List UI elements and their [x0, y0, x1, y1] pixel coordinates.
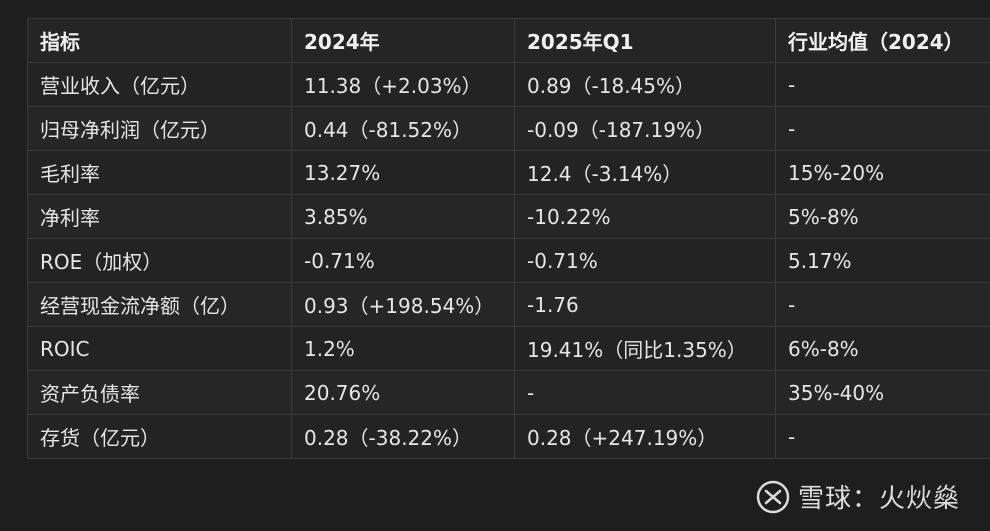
- table-cell: 11.38（+2.03%）: [291, 62, 515, 107]
- table-cell: 13.27%: [291, 150, 515, 195]
- financial-metrics-table: 指标 2024年 2025年Q1 行业均值（2024） 营业收入（亿元） 11.…: [27, 18, 990, 459]
- table-cell: 19.41%（同比1.35%）: [514, 326, 776, 371]
- table-row: 毛利率 13.27% 12.4（-3.14%） 15%-20%: [27, 150, 990, 195]
- watermark-text: 雪球：火炏燊: [797, 484, 960, 514]
- table-cell: 1.2%: [291, 326, 515, 371]
- table-row: 存货（亿元） 0.28（-38.22%） 0.28（+247.19%） -: [27, 414, 990, 459]
- table-cell: -: [775, 62, 990, 107]
- table-cell: -1.76: [514, 282, 776, 327]
- table-cell: 营业收入（亿元）: [27, 62, 292, 107]
- header-cell: 2025年Q1: [514, 18, 776, 63]
- table-row: 净利率 3.85% -10.22% 5%-8%: [27, 194, 990, 239]
- table-cell: ROE（加权）: [27, 238, 292, 283]
- table-cell: -: [775, 414, 990, 459]
- table-cell: 0.44（-81.52%）: [291, 106, 515, 151]
- table-row: ROE（加权） -0.71% -0.71% 5.17%: [27, 238, 990, 283]
- table-cell: 35%-40%: [775, 370, 990, 415]
- table-row: 经营现金流净额（亿） 0.93（+198.54%） -1.76 -: [27, 282, 990, 327]
- table-cell: 经营现金流净额（亿）: [27, 282, 292, 327]
- watermark: 雪球：火炏燊: [756, 478, 960, 515]
- table-row: 营业收入（亿元） 11.38（+2.03%） 0.89（-18.45%） -: [27, 62, 990, 107]
- table-row: ROIC 1.2% 19.41%（同比1.35%） 6%-8%: [27, 326, 990, 371]
- table-cell: 归母净利润（亿元）: [27, 106, 292, 151]
- table-cell: -: [775, 282, 990, 327]
- header-cell: 行业均值（2024）: [775, 18, 990, 63]
- table-cell: -: [514, 370, 776, 415]
- table-cell: -0.71%: [514, 238, 776, 283]
- table-cell: 5%-8%: [775, 194, 990, 239]
- table-cell: 20.76%: [291, 370, 515, 415]
- table-cell: 0.28（-38.22%）: [291, 414, 515, 459]
- xueqiu-logo-icon: [756, 480, 790, 513]
- table-cell: ROIC: [27, 326, 292, 371]
- table-cell: 0.93（+198.54%）: [291, 282, 515, 327]
- table-cell: -0.71%: [291, 238, 515, 283]
- table-header-row: 指标 2024年 2025年Q1 行业均值（2024）: [27, 18, 990, 63]
- table-cell: 存货（亿元）: [27, 414, 292, 459]
- table-cell: 净利率: [27, 194, 292, 239]
- table-cell: 6%-8%: [775, 326, 990, 371]
- table-row: 资产负债率 20.76% - 35%-40%: [27, 370, 990, 415]
- table-cell: 0.89（-18.45%）: [514, 62, 776, 107]
- table-cell: 资产负债率: [27, 370, 292, 415]
- table-cell: 12.4（-3.14%）: [514, 150, 776, 195]
- table-cell: -0.09（-187.19%）: [514, 106, 776, 151]
- table-cell: -: [775, 106, 990, 151]
- table-row: 归母净利润（亿元） 0.44（-81.52%） -0.09（-187.19%） …: [27, 106, 990, 151]
- table-cell: 3.85%: [291, 194, 515, 239]
- table-cell: -10.22%: [514, 194, 776, 239]
- table-cell: 15%-20%: [775, 150, 990, 195]
- table-cell: 0.28（+247.19%）: [514, 414, 776, 459]
- table-cell: 5.17%: [775, 238, 990, 283]
- table-cell: 毛利率: [27, 150, 292, 195]
- header-cell: 2024年: [291, 18, 515, 63]
- header-cell: 指标: [27, 18, 292, 63]
